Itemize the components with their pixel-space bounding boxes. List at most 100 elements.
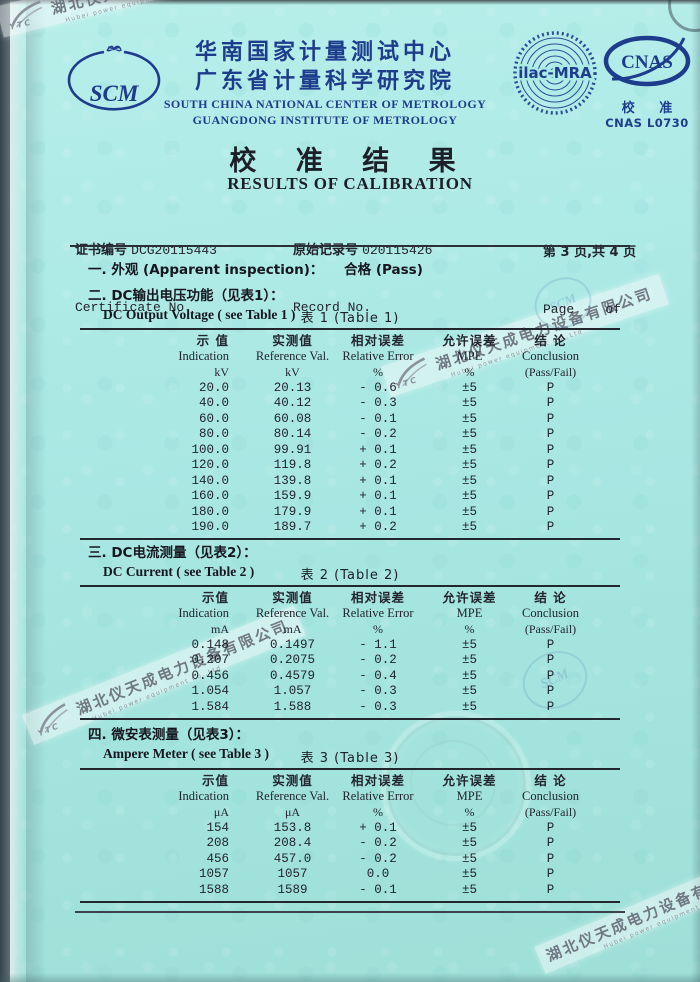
section-4-heading: 四. 微安表测量（见表3）： Ampere Meter ( see Table … (88, 723, 269, 762)
cnas-block: CNAS 校 准 CNAS L0730 (600, 34, 694, 130)
table-cell: + 0.2 (359, 458, 397, 473)
column-unit: mA (211, 622, 229, 636)
table-cell: 159.9 (273, 489, 312, 504)
cnas-logo: CNAS (603, 35, 691, 87)
page-title-en: RESULTS OF CALIBRATION (227, 174, 473, 193)
table-cell: P (546, 396, 555, 411)
scm-logo: SCM (67, 45, 161, 111)
table-cell: + 0.1 (359, 821, 397, 835)
svg-text:CNAS: CNAS (621, 52, 673, 73)
table-cell: - 0.1 (359, 411, 397, 426)
table-cell: - 0.2 (359, 427, 397, 442)
scan-page-edge-highlight (10, 0, 25, 982)
scan-right-edge (691, 0, 700, 982)
svg-text:YTC: YTC (37, 721, 62, 737)
page-number-en: Page of (543, 302, 622, 317)
column-header-cn: 结 论 (534, 590, 567, 605)
table-cell: - 0.1 (359, 882, 397, 897)
table-cell: - 0.4 (359, 668, 397, 683)
page-number-cn: 第 3 页,共 4 页 (543, 245, 637, 260)
table-cell: ±5 (461, 668, 477, 683)
table-cell: ±5 (461, 836, 477, 851)
table-cell: 179.9 (273, 504, 312, 519)
table-cell: ±5 (461, 653, 477, 668)
scan-corner-artifact (668, 0, 700, 32)
section-3-heading: 三. DC电流测量（见表2）： DC Current ( see Table 2… (88, 541, 257, 580)
table-cell: ±5 (461, 458, 477, 473)
table-cell: P (546, 381, 555, 395)
table-cell: ±5 (461, 867, 477, 882)
table-cell: P (546, 458, 555, 473)
table-cell: 100.0 (191, 442, 229, 457)
table-cell: P (546, 668, 555, 683)
section-3-number: 三. (88, 545, 107, 561)
section-1-heading: 一. 外观 (Apparent inspection)： 合格 (Pass) (88, 258, 423, 278)
table-caption: 表 2 (Table 2) (80, 568, 620, 587)
table-cell: 20.13 (273, 381, 312, 395)
column-header-cn: 实测值 (272, 590, 313, 605)
column-header-en: Conclusion (522, 349, 579, 363)
table-cell: 60.0 (198, 411, 229, 426)
column-unit: μA (213, 805, 229, 819)
table-cell: 1.057 (273, 684, 312, 699)
ytc-logo: YTC (8, 0, 43, 31)
table-cell: 140.0 (191, 473, 229, 488)
table-cell: ±5 (461, 519, 477, 534)
column-unit: mA (283, 622, 302, 636)
table-cell: 190.0 (191, 519, 229, 534)
column-header-en: Reference Val. (255, 349, 330, 363)
table-cell: + 0.1 (359, 489, 397, 504)
table-cell: P (546, 821, 555, 835)
table-cell: P (546, 684, 555, 699)
table-cell: ±5 (461, 473, 477, 488)
column-header-en: Relative Error (342, 789, 414, 803)
table-cell: ±5 (461, 411, 477, 426)
column-header-en: Indication (178, 606, 229, 620)
section-3-title-en: DC Current ( see Table 2 ) (103, 564, 255, 579)
table-cell: P (546, 427, 555, 442)
table-cell: 189.7 (273, 519, 312, 534)
header-divider-rule (70, 245, 630, 247)
scan-top-edge (0, 0, 700, 5)
table-cell: 153.8 (273, 821, 312, 835)
section-1-number: 一. (88, 262, 107, 278)
table-cell: 1057 (277, 867, 308, 882)
table-cell: P (546, 519, 555, 534)
table-cell: - 0.3 (359, 684, 397, 699)
table-cell: P (546, 489, 555, 504)
section-2-heading: 二. DC输出电压功能（见表1）： DC Output Voltage ( se… (88, 284, 295, 323)
table-cell: P (546, 882, 555, 897)
table-grid: 示 值 实测值 相对误差 允许误差 结 论 Indication Reference Val… (80, 330, 620, 541)
table-cell: P (546, 473, 555, 488)
column-header-cn: 相对误差 (350, 333, 405, 348)
column-header-cn: 允许误差 (442, 333, 497, 348)
table-cell: ±5 (461, 851, 477, 866)
company-watermark-band: YTC 湖北仪天成电力设备有限公司 Hubei power equipment … (22, 605, 306, 745)
table-cell: ±5 (461, 381, 477, 395)
column-header-en: Reference Val. (255, 606, 330, 620)
column-unit: % (464, 622, 475, 636)
column-unit: (Pass/Fail) (524, 622, 577, 636)
svg-text:ilac-MRA: ilac-MRA (518, 64, 592, 82)
column-unit: % (464, 805, 475, 819)
column-header-cn: 允许误差 (442, 773, 497, 788)
section-1-title-cn: 外观 (Apparent inspection)： (111, 262, 324, 278)
table-cell: 60.08 (273, 411, 312, 426)
table-cell: 0.1497 (269, 638, 315, 652)
table-cell: 0.4579 (269, 668, 315, 683)
page-number-block: 第 3 页,共 4 页 Page of (543, 205, 636, 338)
column-header-cn: 实测值 (272, 333, 313, 348)
table-caption: 表 1 (Table 1) (80, 311, 620, 330)
column-header-en: Reference Val. (255, 789, 330, 803)
table-cell: P (546, 851, 555, 866)
column-header-en: MPE (456, 789, 483, 803)
column-unit: kV (214, 365, 229, 379)
table-cell: + 0.2 (359, 519, 397, 534)
column-unit: (Pass/Fail) (524, 365, 577, 379)
table-cell: ±5 (461, 427, 477, 442)
table-grid: 示值 实测值 相对误差 允许误差 结 论 Indication Reference Val.… (80, 587, 620, 721)
table-cell: 120.0 (191, 458, 229, 473)
column-header-cn: 示值 (201, 590, 229, 605)
table-cell: 20.0 (198, 381, 229, 395)
